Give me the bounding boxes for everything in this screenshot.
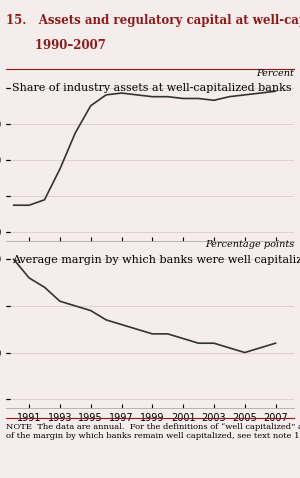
Text: 15.   Assets and regulatory capital at well-capitalized banks,: 15. Assets and regulatory capital at wel…	[6, 14, 300, 27]
Text: Percent: Percent	[256, 69, 294, 78]
Text: 1990–2007: 1990–2007	[6, 39, 106, 53]
Text: Average margin by which banks were well capitalized: Average margin by which banks were well …	[12, 255, 300, 265]
Text: Percentage points: Percentage points	[205, 240, 294, 249]
Text: Share of industry assets at well-capitalized banks: Share of industry assets at well-capital…	[12, 84, 291, 94]
Text: NOTE  The data are annual.  For the definitions of “well capitalized” and
of the: NOTE The data are annual. For the defini…	[6, 423, 300, 440]
